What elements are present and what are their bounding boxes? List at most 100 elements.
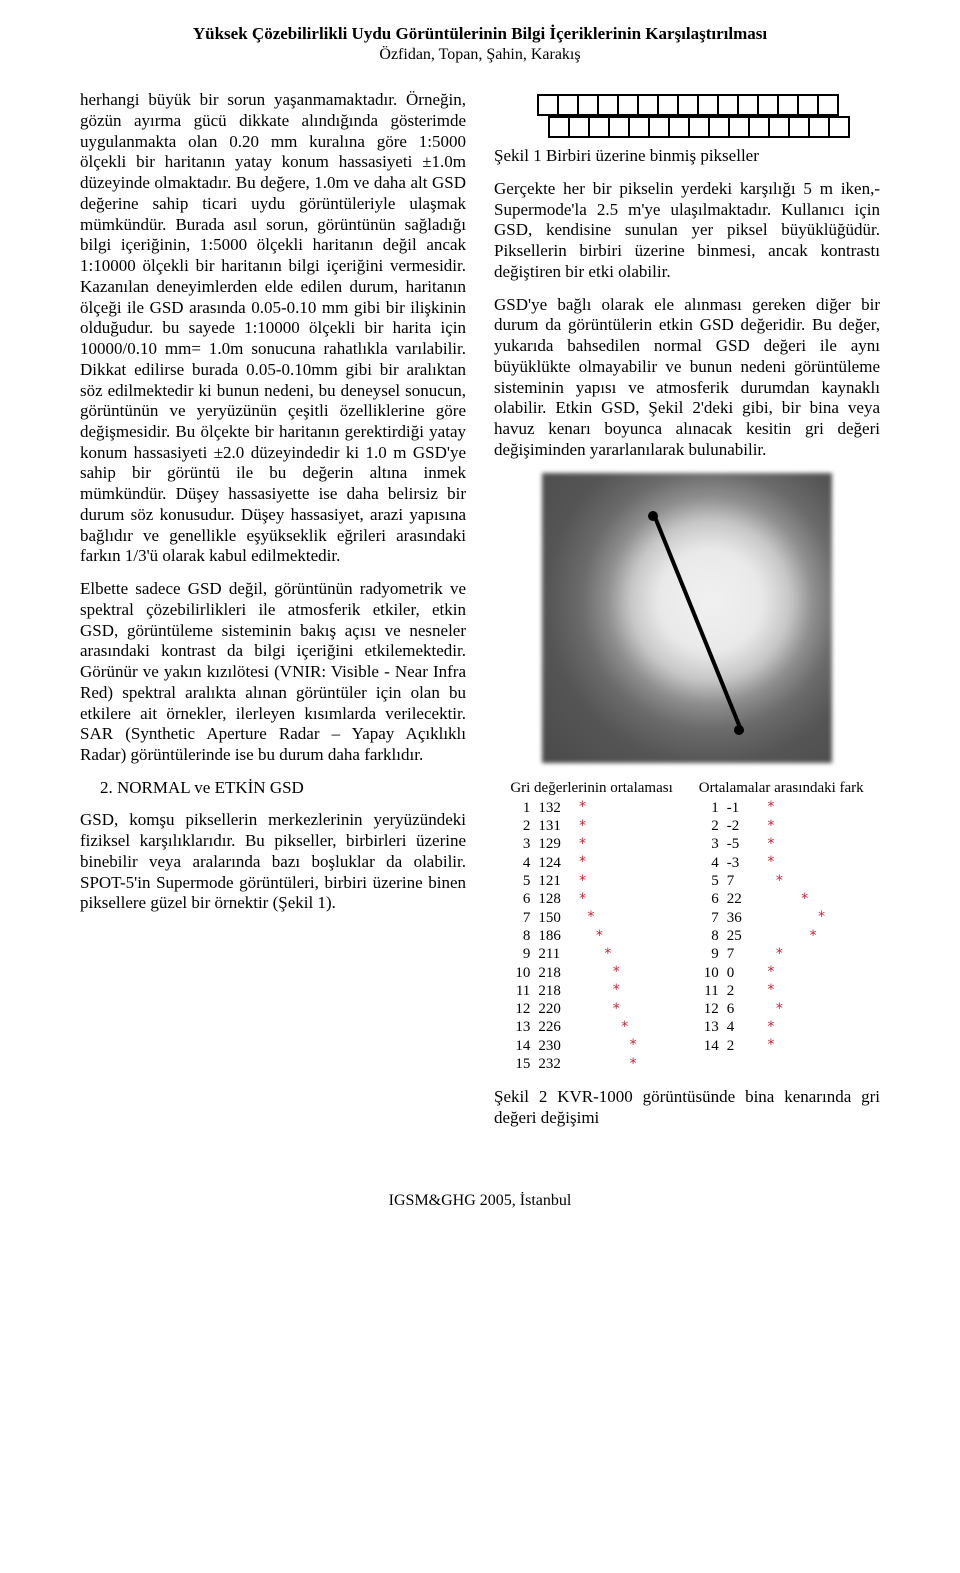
table-row: 10218 *	[510, 964, 641, 982]
body-paragraph: Elbette sadece GSD değil, görüntünün rad…	[80, 579, 466, 766]
row-index: 7	[510, 909, 534, 927]
pixel-cell	[757, 94, 779, 116]
left-column: herhangi büyük bir sorun yaşanmamaktadır…	[80, 90, 466, 1141]
row-index: 9	[699, 945, 723, 963]
pixel-cell	[808, 116, 830, 138]
row-star-plot: *	[763, 835, 830, 853]
table-row: 100*	[699, 964, 830, 982]
row-index: 9	[510, 945, 534, 963]
figure-caption: Şekil 1 Birbiri üzerine binmiş pikseller	[494, 146, 880, 167]
body-paragraph: GSD'ye bağlı olarak ele alınması gereken…	[494, 295, 880, 461]
row-star-plot: *	[574, 1018, 641, 1036]
pixel-cell	[788, 116, 810, 138]
table-row: 736 *	[699, 909, 830, 927]
table-row: 9211 *	[510, 945, 641, 963]
row-star-plot: *	[763, 1018, 830, 1036]
row-star-plot: *	[763, 1037, 830, 1055]
row-value: 232	[534, 1055, 574, 1073]
table-row: 13226 *	[510, 1018, 641, 1036]
pixel-cell	[548, 116, 570, 138]
row-star-plot: *	[574, 1055, 641, 1073]
row-index: 2	[699, 817, 723, 835]
row-value: 25	[723, 927, 763, 945]
row-value: 0	[723, 964, 763, 982]
table-row: 2-2*	[699, 817, 830, 835]
row-star-plot: *	[574, 799, 641, 817]
row-star-plot: *	[574, 872, 641, 890]
row-index: 6	[699, 890, 723, 908]
row-value: 7	[723, 945, 763, 963]
pixel-cell	[708, 116, 730, 138]
paper-authors: Özfidan, Topan, Şahin, Karakış	[80, 45, 880, 65]
row-star-plot: *	[763, 909, 830, 927]
row-value: 128	[534, 890, 574, 908]
two-column-layout: herhangi büyük bir sorun yaşanmamaktadır…	[80, 90, 880, 1141]
pixel-cell	[797, 94, 819, 116]
pixel-cell	[588, 116, 610, 138]
edge-endpoint-icon	[734, 725, 744, 735]
table-row: 14230 *	[510, 1037, 641, 1055]
row-star-plot: *	[763, 872, 830, 890]
edge-endpoint-icon	[648, 511, 658, 521]
row-index: 2	[510, 817, 534, 835]
pixel-cell	[577, 94, 599, 116]
row-index: 10	[510, 964, 534, 982]
table-row: 5121*	[510, 872, 641, 890]
table-row: 622 *	[699, 890, 830, 908]
pixel-cell	[697, 94, 719, 116]
pixel-cell	[597, 94, 619, 116]
pixel-row	[494, 94, 880, 116]
row-value: 124	[534, 854, 574, 872]
table-row: 12220 *	[510, 1000, 641, 1018]
row-index: 13	[699, 1018, 723, 1036]
row-value: 230	[534, 1037, 574, 1055]
body-paragraph: herhangi büyük bir sorun yaşanmamaktadır…	[80, 90, 466, 567]
table-row: 1132*	[510, 799, 641, 817]
row-value: -5	[723, 835, 763, 853]
row-index: 5	[510, 872, 534, 890]
row-index: 10	[699, 964, 723, 982]
row-index: 1	[699, 799, 723, 817]
pixel-cell	[537, 94, 559, 116]
row-value: 211	[534, 945, 574, 963]
pixel-cell	[717, 94, 739, 116]
pixel-cell	[617, 94, 639, 116]
row-star-plot: *	[763, 817, 830, 835]
section-heading: 2. NORMAL ve ETKİN GSD	[100, 778, 466, 799]
row-index: 14	[699, 1037, 723, 1055]
row-value: 36	[723, 909, 763, 927]
row-star-plot: *	[574, 927, 641, 945]
table-row: 11218 *	[510, 982, 641, 1000]
pixel-cell	[677, 94, 699, 116]
paper-title: Yüksek Çözebilirlikli Uydu Görüntülerini…	[80, 24, 880, 45]
table-row: 57 *	[699, 872, 830, 890]
row-index: 4	[699, 854, 723, 872]
row-index: 14	[510, 1037, 534, 1055]
row-value: 121	[534, 872, 574, 890]
row-value: 2	[723, 1037, 763, 1055]
pixel-cell	[568, 116, 590, 138]
row-star-plot: *	[574, 890, 641, 908]
pixel-cell	[748, 116, 770, 138]
row-value: 4	[723, 1018, 763, 1036]
row-star-plot: *	[574, 909, 641, 927]
figure-2-image	[542, 473, 832, 763]
table-row: 8186 *	[510, 927, 641, 945]
figure-2-tables: Gri değerlerinin ortalaması 1132*2131*31…	[494, 779, 880, 1074]
row-star-plot: *	[763, 799, 830, 817]
pixel-cell	[737, 94, 759, 116]
row-value: 220	[534, 1000, 574, 1018]
row-value: 186	[534, 927, 574, 945]
differences-table: Ortalamalar arasındaki fark 1-1*2-2*3-5*…	[699, 779, 864, 1074]
row-value: 131	[534, 817, 574, 835]
table-header: Gri değerlerinin ortalaması	[510, 779, 672, 797]
pixel-cell	[688, 116, 710, 138]
table-row: 4124*	[510, 854, 641, 872]
row-value: 132	[534, 799, 574, 817]
table-row: 4-3*	[699, 854, 830, 872]
table-row: 97 *	[699, 945, 830, 963]
table-row: 15232 *	[510, 1055, 641, 1073]
body-paragraph: GSD, komşu piksellerin merkezlerinin yer…	[80, 810, 466, 914]
right-column: Şekil 1 Birbiri üzerine binmiş pikseller…	[494, 90, 880, 1141]
table-row: 126 *	[699, 1000, 830, 1018]
